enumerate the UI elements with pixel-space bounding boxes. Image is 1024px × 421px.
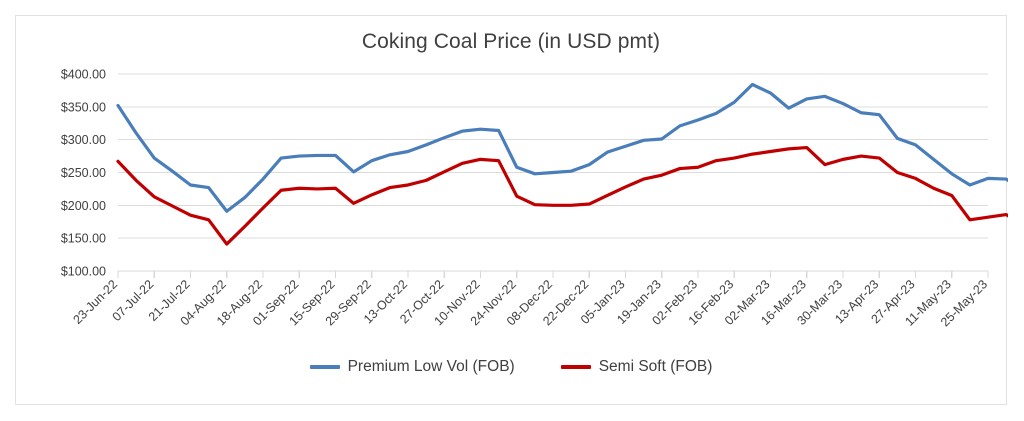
legend-item[interactable]: Semi Soft (FOB) [560,358,713,376]
legend-item[interactable]: Premium Low Vol (FOB) [309,358,515,376]
legend-color-swatch [560,365,591,369]
y-axis-label: $250.00 [61,166,106,180]
chart-legend: Premium Low Vol (FOB) Semi Soft (FOB) [16,358,1006,376]
y-axis-label: $150.00 [61,232,106,246]
y-axis-tick-labels: $400.00 $350.00 $300.00 $250.00 $200.00 $150.… [61,68,106,279]
x-axis-label: 23-Jun-22 [70,277,120,327]
data-series [116,82,1008,246]
legend-color-swatch [309,365,340,369]
chart-title: Coking Coal Price (in USD pmt) [361,30,661,53]
x-axis-tick-labels: 23-Jun-2207-Jul-2221-Jul-2204-Aug-2218-A… [70,277,990,329]
y-axis-label: $350.00 [61,100,106,114]
legend-label: Semi Soft (FOB) [598,358,713,375]
legend-label: Premium Low Vol (FOB) [347,358,515,375]
y-axis-label: $400.00 [61,68,106,82]
series-line-semi-soft-fob [116,145,1008,246]
y-axis-label: $300.00 [61,133,106,147]
series-line-premium-low-vol-fob [116,82,1008,213]
chart-plot-area: $400.00 $350.00 $300.00 $250.00 $200.00 $150.… [61,68,1008,329]
chart-container: Coking Coal Price (in USD pmt) $400.00 $3… [15,15,1008,405]
y-axis-label: $100.00 [61,265,106,279]
x-axis [117,270,989,278]
y-axis-label: $200.00 [61,199,106,213]
